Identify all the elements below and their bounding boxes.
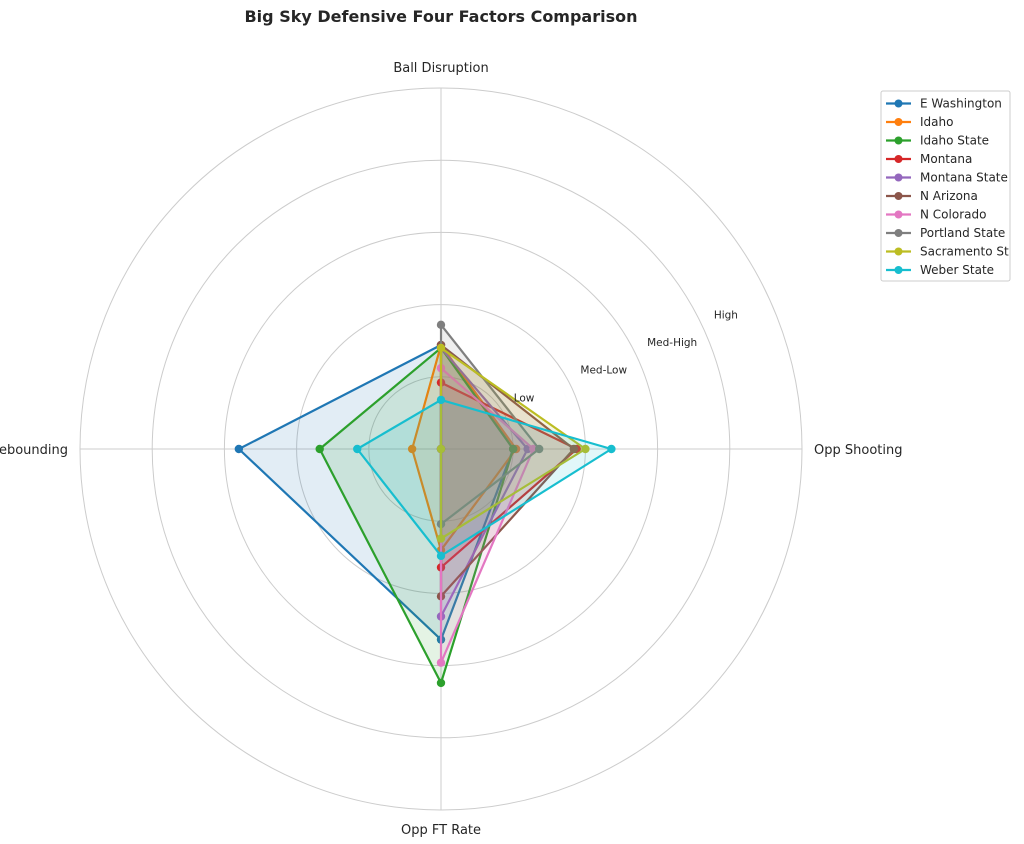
r-tick-label: Low (514, 392, 535, 404)
axis-label: Def Rebounding (0, 443, 68, 458)
data-point (436, 320, 446, 330)
data-point (436, 658, 446, 667)
legend-label: Montana State (920, 171, 1008, 185)
legend-marker (894, 99, 903, 108)
legend-marker (894, 266, 903, 274)
data-point (234, 444, 244, 454)
data-point (436, 444, 446, 454)
legend-label: N Colorado (920, 208, 986, 222)
axis-label: Opp FT Rate (401, 823, 481, 838)
data-point (569, 444, 579, 454)
data-point (436, 343, 446, 353)
data-point (436, 678, 446, 688)
legend: E Washington Idaho Idaho State Montana Monta… (880, 90, 1011, 282)
r-tick-label: High (714, 309, 738, 321)
grid (79, 87, 803, 811)
legend-label: Sacramento St (920, 245, 1009, 259)
legend-label: E Washington (920, 97, 1002, 111)
legend-label: Weber State (920, 263, 994, 277)
legend-marker (894, 247, 903, 256)
data-point (407, 444, 417, 454)
legend-marker (894, 118, 903, 126)
legend-marker (894, 192, 903, 200)
r-tick-label: Med-Low (580, 365, 627, 377)
legend-label: N Arizona (920, 189, 978, 203)
data-point (509, 444, 518, 454)
legend-label: Idaho State (920, 134, 989, 148)
chart-title: Big Sky Defensive Four Factors Compariso… (244, 7, 637, 26)
legend-marker (894, 155, 903, 163)
data-point (436, 534, 446, 543)
axis-label: Ball Disruption (393, 61, 488, 76)
data-point (534, 444, 544, 454)
legend-label: Idaho (920, 115, 953, 129)
data-point (581, 444, 590, 454)
legend-box (880, 90, 1011, 282)
axis-labels: Ball Disruption Def Rebounding Opp FT Rate… (0, 61, 902, 838)
data-point (436, 395, 446, 405)
legend-marker (894, 173, 903, 182)
legend-marker (894, 229, 903, 237)
legend-label: Montana (920, 152, 972, 166)
legend-marker (894, 136, 903, 145)
series-group (234, 320, 616, 688)
legend-marker (894, 210, 903, 219)
r-tick-label: Med-High (647, 337, 697, 349)
data-point (315, 444, 324, 454)
legend-label: Portland State (920, 226, 1005, 240)
data-point (607, 444, 616, 454)
data-point (436, 551, 446, 561)
data-point (353, 444, 362, 454)
axis-label: Opp Shooting (814, 443, 902, 458)
